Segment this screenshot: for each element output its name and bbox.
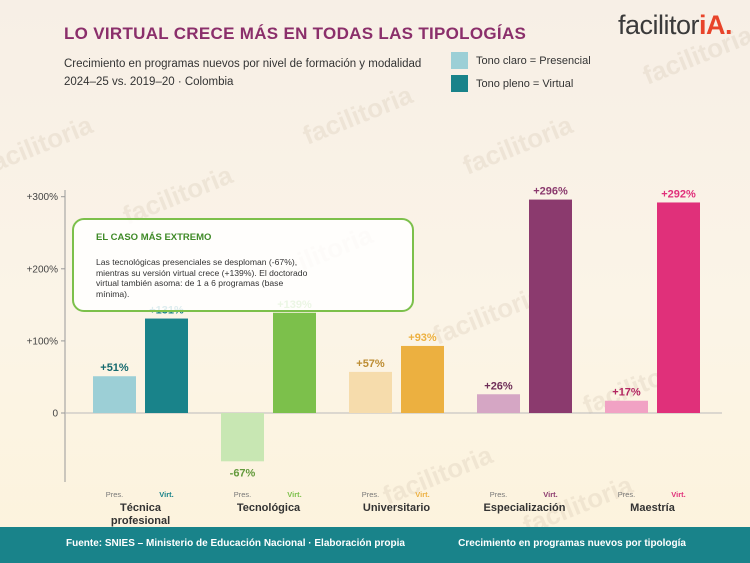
category-label: Universitario [363, 502, 431, 514]
legend-label: Tono pleno = Virtual [476, 77, 574, 90]
legend-item-presencial: Tono claro = Presencial [451, 52, 591, 69]
chart-subtitle: Crecimiento en programas nuevos por nive… [64, 55, 421, 91]
category-label: Tecnológica [237, 502, 301, 514]
callout-text: Las tecnológicas presenciales se desplom… [96, 257, 308, 299]
legend-swatch-light [451, 52, 468, 69]
bar-virt [529, 199, 572, 413]
series-short-label-virt: Virt. [287, 490, 301, 499]
legend-label: Tono claro = Presencial [476, 54, 591, 67]
series-short-label-pres: Pres. [106, 490, 124, 499]
y-tick-label: 0 [52, 409, 58, 420]
data-label-pres: +51% [100, 362, 129, 374]
bar-pres [477, 394, 520, 413]
y-tick-label: +300% [27, 192, 59, 203]
category-label: Maestría [630, 502, 676, 514]
subtitle-line: Crecimiento en programas nuevos por nive… [64, 58, 422, 70]
brand-main: facilitor [618, 10, 700, 40]
data-label-virt: +292% [661, 188, 696, 200]
series-short-label-pres: Pres. [362, 490, 380, 499]
brand-logo: facilitoriA. [618, 10, 733, 41]
bar-chart: 0+100%+200%+300%+51%Pres.+131%Virt.Técni… [27, 186, 722, 527]
series-short-label-virt: Virt. [671, 490, 685, 499]
footer-caption: Crecimiento en programas nuevos por tipo… [458, 538, 686, 549]
series-short-label-pres: Pres. [618, 490, 636, 499]
series-short-label-virt: Virt. [159, 490, 173, 499]
chart-title: LO VIRTUAL CRECE MÁS EN TODAS LAS TIPOLO… [64, 24, 527, 43]
series-short-label-virt: Virt. [543, 490, 557, 499]
data-label-pres: +17% [612, 387, 641, 399]
bar-virt [401, 345, 444, 413]
bar-pres [605, 400, 648, 413]
bar-virt [145, 318, 188, 413]
series-short-label-pres: Pres. [234, 490, 252, 499]
footer-source: Fuente: SNIES – Ministerio de Educación … [66, 538, 405, 549]
footer: Fuente: SNIES – Ministerio de Educación … [0, 527, 750, 563]
legend-item-virtual: Tono pleno = Virtual [451, 75, 573, 92]
data-label-virt: +296% [533, 186, 568, 198]
bar-pres [221, 413, 264, 462]
data-label-pres: -67% [230, 467, 256, 479]
subtitle-line: 2024–25 vs. 2019–20 · Colombia [64, 76, 234, 88]
category-label: Técnica [120, 502, 162, 514]
bar-virt [657, 202, 700, 413]
callout-box: EL CASO MÁS EXTREMO Las tecnológicas pre… [72, 218, 414, 312]
brand-accent: iA. [699, 10, 733, 40]
category-label: profesional [111, 515, 170, 527]
series-short-label-virt: Virt. [415, 490, 429, 499]
series-short-label-pres: Pres. [490, 490, 508, 499]
category-label: Especialización [484, 502, 566, 514]
bar-virt [273, 312, 316, 413]
data-label-virt: +93% [408, 332, 437, 344]
bar-pres [93, 376, 136, 413]
data-label-pres: +57% [356, 358, 385, 370]
bar-pres [349, 371, 392, 413]
y-tick-label: +100% [27, 336, 59, 347]
callout-title: EL CASO MÁS EXTREMO [96, 232, 212, 243]
legend-swatch-full [451, 75, 468, 92]
y-tick-label: +200% [27, 264, 59, 275]
data-label-pres: +26% [484, 380, 513, 392]
